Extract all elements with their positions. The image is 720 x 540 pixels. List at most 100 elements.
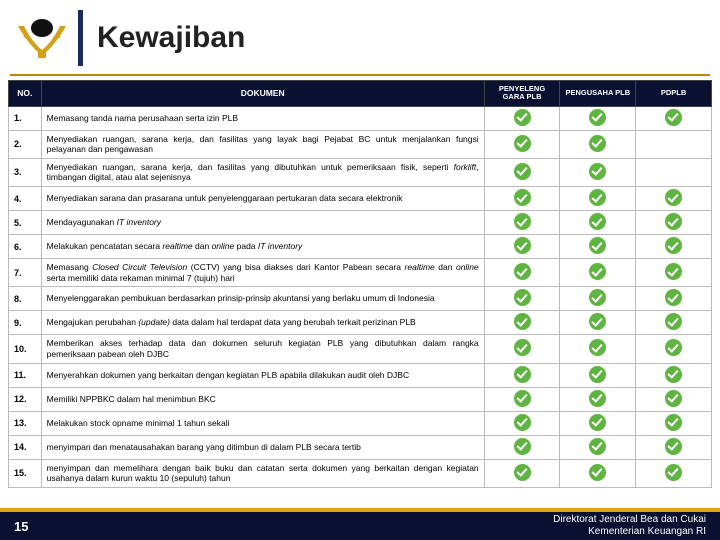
check-icon xyxy=(514,163,531,180)
col-c1: PENYELENG GARA PLB xyxy=(484,81,560,107)
check-icon xyxy=(514,109,531,126)
check-icon xyxy=(589,366,606,383)
cell-check xyxy=(560,459,636,487)
check-icon xyxy=(514,313,531,330)
cell-doc: Menyediakan ruangan, sarana kerja, dan f… xyxy=(41,130,484,158)
page-number: 15 xyxy=(14,519,28,534)
check-icon xyxy=(514,390,531,407)
cell-check xyxy=(560,435,636,459)
cell-doc: Memiliki NPPBKC dalam hal menimbun BKC xyxy=(41,387,484,411)
check-icon xyxy=(589,464,606,481)
cell-check xyxy=(484,335,560,363)
cell-doc: Menyediakan sarana dan prasarana untuk p… xyxy=(41,187,484,211)
cell-check xyxy=(484,459,560,487)
cell-check xyxy=(560,363,636,387)
cell-doc: Melakukan pencatatan secara realtime dan… xyxy=(41,235,484,259)
table-row: 12.Memiliki NPPBKC dalam hal menimbun BK… xyxy=(9,387,712,411)
cell-check xyxy=(636,311,712,335)
check-icon xyxy=(514,289,531,306)
check-icon xyxy=(514,464,531,481)
cell-check xyxy=(636,211,712,235)
cell-doc: Menyerahkan dokumen yang berkaitan denga… xyxy=(41,363,484,387)
cell-doc: menyimpan dan menatausahakan barang yang… xyxy=(41,435,484,459)
cell-no: 7. xyxy=(9,259,42,287)
header-separator xyxy=(10,74,710,76)
cell-no: 12. xyxy=(9,387,42,411)
cell-check xyxy=(636,435,712,459)
check-icon xyxy=(589,189,606,206)
col-c3: PDPLB xyxy=(636,81,712,107)
cell-no: 10. xyxy=(9,335,42,363)
footer-line2: Kementerian Keuangan RI xyxy=(553,526,706,538)
cell-check xyxy=(560,106,636,130)
cell-doc: Memasang Closed Circuit Television (CCTV… xyxy=(41,259,484,287)
cell-no: 6. xyxy=(9,235,42,259)
table-header-row: NO. DOKUMEN PENYELENG GARA PLB PENGUSAHA… xyxy=(9,81,712,107)
cell-no: 2. xyxy=(9,130,42,158)
cell-no: 11. xyxy=(9,363,42,387)
cell-check xyxy=(560,287,636,311)
cell-check xyxy=(484,363,560,387)
cell-check xyxy=(484,211,560,235)
table-row: 3.Menyediakan ruangan, sarana kerja, dan… xyxy=(9,158,712,186)
table-row: 4.Menyediakan sarana dan prasarana untuk… xyxy=(9,187,712,211)
cell-check xyxy=(560,335,636,363)
obligations-table: NO. DOKUMEN PENYELENG GARA PLB PENGUSAHA… xyxy=(8,80,712,488)
check-icon xyxy=(665,313,682,330)
cell-doc: Memberikan akses terhadap data dan dokum… xyxy=(41,335,484,363)
cell-check xyxy=(484,387,560,411)
cell-check xyxy=(484,235,560,259)
check-icon xyxy=(514,213,531,230)
cell-check xyxy=(484,411,560,435)
check-icon xyxy=(514,366,531,383)
cell-no: 13. xyxy=(9,411,42,435)
table-row: 10.Memberikan akses terhadap data dan do… xyxy=(9,335,712,363)
cell-doc: Memasang tanda nama perusahaan serta izi… xyxy=(41,106,484,130)
check-icon xyxy=(589,213,606,230)
check-icon xyxy=(665,213,682,230)
cell-doc: Menyediakan ruangan, sarana kerja, dan f… xyxy=(41,158,484,186)
cell-check xyxy=(484,287,560,311)
check-icon xyxy=(665,189,682,206)
check-icon xyxy=(665,366,682,383)
check-icon xyxy=(589,414,606,431)
check-icon xyxy=(665,414,682,431)
cell-check xyxy=(636,235,712,259)
check-icon xyxy=(589,109,606,126)
check-icon xyxy=(589,339,606,356)
cell-check xyxy=(560,211,636,235)
check-icon xyxy=(514,237,531,254)
table-row: 15.menyimpan dan memelihara dengan baik … xyxy=(9,459,712,487)
cell-doc: Melakukan stock opname minimal 1 tahun s… xyxy=(41,411,484,435)
cell-no: 14. xyxy=(9,435,42,459)
cell-check xyxy=(560,130,636,158)
table-row: 6.Melakukan pencatatan secara realtime d… xyxy=(9,235,712,259)
cell-check xyxy=(484,106,560,130)
table-row: 14.menyimpan dan menatausahakan barang y… xyxy=(9,435,712,459)
table-row: 9.Mengajukan perubahan (update) data dal… xyxy=(9,311,712,335)
table-row: 5.Mendayagunakan IT inventory xyxy=(9,211,712,235)
cell-check xyxy=(560,387,636,411)
cell-check xyxy=(560,187,636,211)
cell-check xyxy=(484,187,560,211)
check-icon xyxy=(665,289,682,306)
cell-check xyxy=(636,335,712,363)
check-icon xyxy=(589,263,606,280)
cell-check xyxy=(636,363,712,387)
cell-check xyxy=(636,459,712,487)
cell-no: 4. xyxy=(9,187,42,211)
page-title: Kewajiban xyxy=(97,21,245,55)
footer: 15 Direktorat Jenderal Bea dan Cukai Kem… xyxy=(0,508,720,540)
cell-check xyxy=(560,158,636,186)
title-container: Kewajiban xyxy=(78,10,245,66)
table-row: 7.Memasang Closed Circuit Television (CC… xyxy=(9,259,712,287)
cell-check xyxy=(560,259,636,287)
header: Kewajiban xyxy=(0,0,720,74)
check-icon xyxy=(514,263,531,280)
cell-check xyxy=(484,130,560,158)
check-icon xyxy=(514,135,531,152)
check-icon xyxy=(589,135,606,152)
cell-check xyxy=(636,287,712,311)
check-icon xyxy=(589,438,606,455)
footer-line1: Direktorat Jenderal Bea dan Cukai xyxy=(553,514,706,526)
